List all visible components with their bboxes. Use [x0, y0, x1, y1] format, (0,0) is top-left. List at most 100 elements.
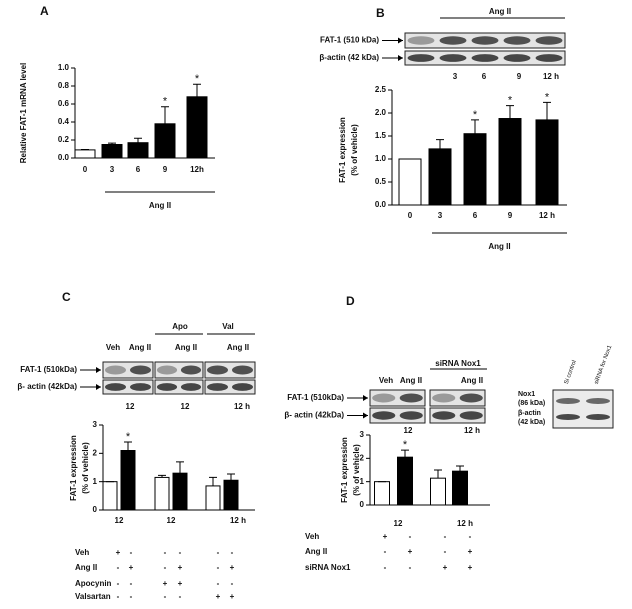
significance-mark: * [126, 431, 131, 443]
blot-row-label: FAT-1 (510 kDa) [320, 36, 379, 45]
y-tick-label: 3 [360, 430, 365, 439]
x-tick-label: 12 h [539, 211, 555, 220]
treatment-sign: + [129, 563, 134, 572]
y-axis-label: FAT-1 expression [338, 117, 347, 183]
treatment-sign: - [130, 592, 133, 601]
bar [399, 159, 421, 205]
y-tick-label: 2.0 [375, 108, 387, 117]
blot-band [440, 54, 467, 62]
x-tick-label: 0 [83, 165, 88, 174]
side-blot-row-label: (86 kDa) [518, 400, 545, 407]
treatment-sign: + [178, 563, 183, 572]
y-tick-label: 0.0 [375, 200, 387, 209]
blot-band [472, 36, 499, 44]
blot-lane-label: Ang II [175, 343, 197, 352]
significance-mark: * [473, 109, 478, 121]
treatment-sign: - [409, 532, 412, 541]
treatment-sign: - [444, 547, 447, 556]
arrow-head [398, 55, 403, 61]
bar [431, 478, 446, 505]
error-bar [209, 477, 217, 486]
arrow-head [96, 384, 101, 390]
treatment-sign: + [116, 548, 121, 557]
treatment-sign: - [384, 547, 387, 556]
error-bar [543, 102, 551, 119]
bar [155, 477, 169, 510]
significance-mark: * [508, 95, 513, 107]
error-bar [193, 84, 201, 97]
treatment-name: Ang II [305, 547, 327, 556]
y-axis-label: FAT-1 expression [69, 435, 78, 501]
bar [224, 480, 238, 510]
blot-time-label: 12 [404, 426, 413, 435]
significance-mark: * [163, 96, 168, 108]
treatment-sign: - [179, 592, 182, 601]
blot-band [181, 366, 201, 375]
treatment-sign: - [231, 548, 234, 557]
treatment-sign: - [469, 532, 472, 541]
blot-row-label: FAT-1 (510kDa) [287, 393, 344, 402]
blot-group-label: Ang II [489, 7, 511, 16]
blot-band [232, 366, 253, 375]
panel-label: B [376, 6, 385, 20]
y-tick-label: 0.8 [58, 81, 70, 90]
treatment-sign: - [164, 592, 167, 601]
blot-time-label: 3 [453, 72, 458, 81]
blot-band [400, 394, 423, 403]
bar [206, 486, 220, 510]
blot-lane-label: Veh [106, 343, 120, 352]
blot-group-label: Apo [172, 322, 188, 331]
error-bar [436, 140, 444, 149]
bar [429, 149, 451, 205]
error-bar [176, 462, 184, 473]
treatment-sign: + [163, 579, 168, 588]
blot-group-label: siRNA Nox1 [435, 359, 481, 368]
blot-band [105, 366, 126, 375]
blot-band [372, 394, 395, 403]
blot-lane-label: Ang II [461, 376, 483, 385]
significance-mark: * [403, 439, 408, 451]
treatment-sign: - [117, 579, 120, 588]
blot-band [400, 411, 423, 419]
blot-time-label: 12 h [464, 426, 480, 435]
blot-band [130, 366, 151, 375]
bar [187, 97, 207, 158]
side-blot-lane-label: siRNA for Nox1 [594, 344, 614, 385]
treatment-sign: + [230, 563, 235, 572]
treatment-sign: + [408, 547, 413, 556]
y-axis-label: FAT-1 expression [340, 437, 349, 503]
blot-band [207, 366, 228, 375]
treatment-sign: - [117, 592, 120, 601]
y-tick-label: 0.6 [58, 99, 70, 108]
y-tick-label: 0.0 [58, 153, 70, 162]
blot-band [408, 54, 435, 62]
x-tick-label: 9 [508, 211, 513, 220]
panel-label: A [40, 4, 49, 18]
blot-band [207, 383, 228, 391]
x-tick-label: 12 [167, 516, 176, 525]
blot-time-label: 9 [517, 72, 522, 81]
blot-band [440, 36, 467, 44]
y-axis-label: Relative FAT-1 mRNA level [19, 63, 28, 163]
blot-time-label: 12 h [234, 402, 250, 411]
panel-label: C [62, 290, 71, 304]
blot-band [556, 398, 580, 404]
blot-lane-label: Veh [379, 376, 393, 385]
x-tick-label: 12 h [230, 516, 246, 525]
y-tick-label: 1.5 [375, 131, 387, 140]
blot-band [130, 383, 151, 391]
treatment-sign: + [230, 592, 235, 601]
bar [499, 119, 521, 205]
bar [453, 471, 468, 505]
treatment-sign: + [178, 579, 183, 588]
side-blot-frame [553, 390, 613, 428]
blot-band [232, 383, 253, 391]
y-axis-label: (% of vehicle) [81, 442, 90, 494]
bar [398, 457, 413, 505]
blot-band [586, 414, 610, 420]
error-bar [134, 138, 142, 143]
blot-band [536, 54, 563, 62]
y-axis-label: (% of vehicle) [352, 444, 361, 496]
x-tick-label: 12 h [457, 519, 473, 528]
blot-band [105, 383, 126, 391]
